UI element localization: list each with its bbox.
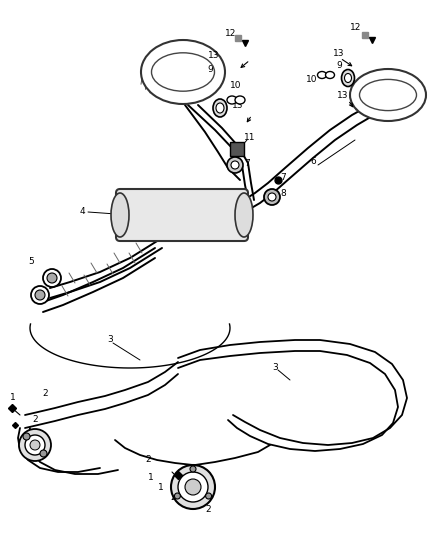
Circle shape	[205, 493, 212, 499]
Text: 7: 7	[244, 158, 250, 167]
Circle shape	[31, 286, 49, 304]
Circle shape	[47, 273, 57, 283]
Text: 13: 13	[208, 52, 219, 61]
Text: 4: 4	[80, 207, 85, 216]
Text: 1: 1	[158, 483, 164, 492]
Circle shape	[174, 493, 180, 499]
Text: 12: 12	[350, 23, 361, 33]
Text: 2: 2	[170, 494, 176, 503]
Text: 11: 11	[244, 133, 255, 141]
Circle shape	[35, 290, 45, 300]
Ellipse shape	[342, 69, 354, 86]
Text: 2: 2	[205, 505, 211, 514]
Ellipse shape	[227, 96, 237, 104]
Ellipse shape	[213, 99, 227, 117]
Text: 2: 2	[42, 389, 48, 398]
Ellipse shape	[111, 193, 129, 237]
Text: 10: 10	[230, 80, 241, 90]
Circle shape	[25, 435, 45, 455]
Text: 13: 13	[232, 101, 244, 109]
Circle shape	[40, 450, 47, 457]
Circle shape	[231, 161, 239, 169]
Text: 5: 5	[52, 273, 58, 282]
Text: 8: 8	[280, 189, 286, 198]
Circle shape	[190, 466, 196, 472]
Circle shape	[30, 440, 40, 450]
Ellipse shape	[216, 103, 224, 113]
Text: 3: 3	[107, 335, 113, 344]
Text: 3: 3	[272, 364, 278, 373]
Ellipse shape	[345, 74, 352, 83]
Ellipse shape	[325, 71, 335, 78]
Bar	[230, 142, 244, 156]
Text: 10: 10	[306, 76, 318, 85]
Circle shape	[23, 433, 30, 440]
Text: 6: 6	[310, 157, 316, 166]
Text: 1: 1	[10, 393, 16, 402]
Ellipse shape	[141, 40, 225, 104]
Text: 13: 13	[337, 91, 349, 100]
Circle shape	[264, 189, 280, 205]
Ellipse shape	[235, 96, 245, 104]
Text: 5: 5	[28, 257, 34, 266]
Circle shape	[268, 193, 276, 201]
Circle shape	[171, 465, 215, 509]
Text: 2: 2	[32, 416, 38, 424]
Text: 1: 1	[148, 473, 154, 482]
Text: 2: 2	[145, 456, 151, 464]
Circle shape	[178, 472, 208, 502]
Circle shape	[227, 157, 243, 173]
Circle shape	[185, 479, 201, 495]
FancyBboxPatch shape	[116, 189, 248, 241]
Text: 7: 7	[280, 173, 286, 182]
Ellipse shape	[318, 71, 326, 78]
Text: 13: 13	[333, 49, 345, 58]
Ellipse shape	[350, 69, 426, 121]
Circle shape	[43, 269, 61, 287]
Text: 12: 12	[225, 28, 237, 37]
Text: 9: 9	[207, 64, 213, 74]
Text: 9: 9	[336, 61, 342, 70]
Circle shape	[19, 429, 51, 461]
Ellipse shape	[235, 193, 253, 237]
